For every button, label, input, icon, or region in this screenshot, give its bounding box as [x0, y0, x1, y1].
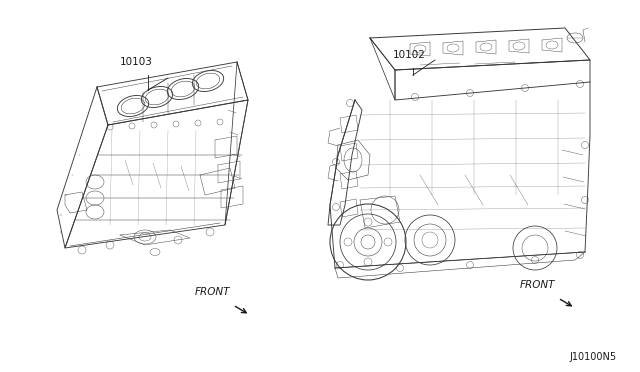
- Text: J10100N5: J10100N5: [570, 352, 617, 362]
- Text: 10102: 10102: [393, 50, 426, 60]
- Text: 10103: 10103: [120, 57, 153, 67]
- Text: FRONT: FRONT: [520, 280, 556, 290]
- Text: FRONT: FRONT: [195, 287, 230, 297]
